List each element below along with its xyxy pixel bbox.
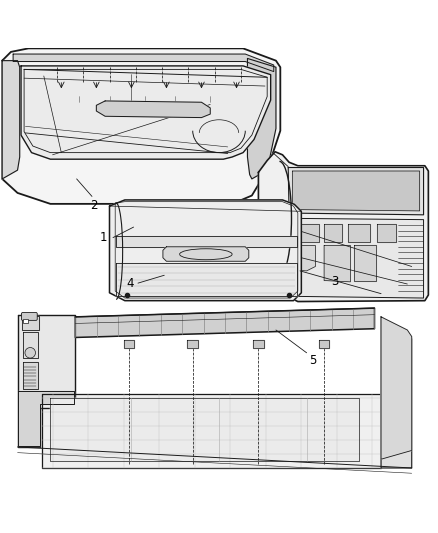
Polygon shape: [22, 316, 39, 330]
Polygon shape: [377, 223, 396, 243]
Polygon shape: [21, 66, 271, 159]
Polygon shape: [324, 223, 342, 243]
Polygon shape: [258, 152, 428, 302]
Polygon shape: [75, 308, 374, 337]
Polygon shape: [319, 340, 329, 348]
Circle shape: [25, 348, 35, 358]
Polygon shape: [42, 393, 381, 468]
Polygon shape: [2, 61, 20, 179]
Polygon shape: [293, 171, 420, 211]
Polygon shape: [253, 340, 264, 348]
FancyBboxPatch shape: [21, 312, 37, 320]
Polygon shape: [324, 246, 350, 282]
Polygon shape: [348, 223, 370, 243]
Polygon shape: [23, 332, 38, 359]
Polygon shape: [247, 59, 276, 179]
Text: 2: 2: [90, 199, 97, 212]
Polygon shape: [116, 236, 297, 247]
Polygon shape: [23, 361, 38, 389]
Polygon shape: [163, 247, 249, 261]
Polygon shape: [50, 398, 359, 462]
Polygon shape: [354, 246, 376, 280]
Text: 3: 3: [331, 276, 338, 288]
Polygon shape: [381, 317, 412, 468]
Polygon shape: [293, 223, 319, 243]
Polygon shape: [288, 219, 424, 298]
Polygon shape: [187, 340, 198, 348]
Text: 4: 4: [126, 277, 134, 289]
Polygon shape: [18, 314, 75, 447]
Polygon shape: [116, 263, 297, 296]
Polygon shape: [124, 340, 134, 348]
Polygon shape: [381, 317, 412, 459]
Polygon shape: [293, 246, 315, 271]
Polygon shape: [110, 200, 301, 301]
Bar: [23, 319, 28, 324]
Text: 5: 5: [309, 354, 316, 367]
Polygon shape: [288, 167, 424, 215]
Polygon shape: [2, 49, 280, 204]
Polygon shape: [18, 391, 74, 446]
Text: 1: 1: [100, 231, 107, 244]
Polygon shape: [96, 101, 210, 118]
Polygon shape: [13, 54, 274, 71]
